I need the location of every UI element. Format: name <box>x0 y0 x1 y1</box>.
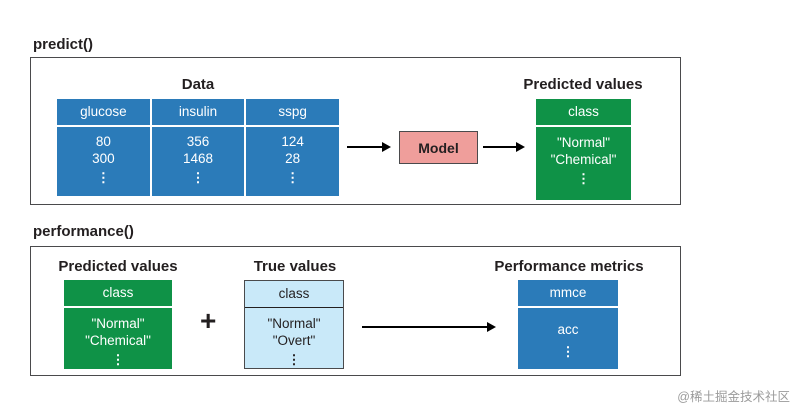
model-box: Model <box>399 131 478 164</box>
column-header: class <box>245 281 343 308</box>
predicted-values-title-bottom: Predicted values <box>58 258 178 275</box>
model-label: Model <box>418 139 459 156</box>
table-cell: "Overt" <box>272 333 316 348</box>
column-header: class <box>536 99 631 127</box>
ellipsis-icon: ⋮ <box>285 170 300 185</box>
predicted-values-table-bottom: class "Normal" "Chemical" ⋮ <box>64 280 172 369</box>
ellipsis-icon: ⋮ <box>111 352 125 367</box>
ellipsis-icon: ⋮ <box>561 344 575 359</box>
column-header: sspg <box>246 99 340 127</box>
data-table: glucose 80 300 ⋮ insulin 356 1468 ⋮ sspg… <box>57 99 340 196</box>
column-header: glucose <box>57 99 150 127</box>
arrow-right-icon <box>483 142 525 152</box>
table-cell: acc <box>557 322 579 337</box>
table-cell: 300 <box>92 151 115 166</box>
table-cell: "Normal" <box>556 135 611 150</box>
table-cell: "Normal" <box>267 316 321 331</box>
predicted-values-title-top: Predicted values <box>523 76 643 93</box>
performance-metrics-table: mmce acc ⋮ <box>518 280 618 369</box>
table-cell: 1468 <box>182 151 214 166</box>
ellipsis-icon: ⋮ <box>191 170 205 185</box>
data-table-column-glucose: glucose 80 300 ⋮ <box>57 99 150 196</box>
table-cell: "Chemical" <box>550 152 617 167</box>
column-header: insulin <box>151 99 245 127</box>
table-cell: "Normal" <box>91 316 145 331</box>
true-values-table: class "Normal" "Overt" ⋮ <box>244 280 344 369</box>
plus-icon: + <box>200 305 217 336</box>
watermark: @稀土掘金技术社区 <box>677 390 790 404</box>
data-table-column-insulin: insulin 356 1468 ⋮ <box>149 99 245 196</box>
column-header: class <box>64 280 172 308</box>
data-table-column-sspg: sspg 124 28 ⋮ <box>244 99 340 196</box>
table-cell: 124 <box>281 134 304 149</box>
column-header: mmce <box>518 280 618 308</box>
table-cell: 28 <box>285 151 301 166</box>
ellipsis-icon: ⋮ <box>96 170 111 185</box>
ellipsis-icon: ⋮ <box>287 352 301 367</box>
data-table-title: Data <box>181 76 215 93</box>
predicted-values-table-top: class "Normal" "Chemical" ⋮ <box>536 99 631 200</box>
table-cell: 80 <box>95 134 111 149</box>
performance-function-label: performance() <box>33 223 134 240</box>
arrow-right-icon <box>362 322 496 332</box>
table-cell: 356 <box>186 134 210 149</box>
true-values-title: True values <box>253 258 337 275</box>
table-cell: "Chemical" <box>85 333 151 348</box>
performance-metrics-title: Performance metrics <box>494 258 644 275</box>
predict-function-label: predict() <box>33 36 93 53</box>
arrow-right-icon <box>347 142 391 152</box>
ellipsis-icon: ⋮ <box>576 171 591 186</box>
